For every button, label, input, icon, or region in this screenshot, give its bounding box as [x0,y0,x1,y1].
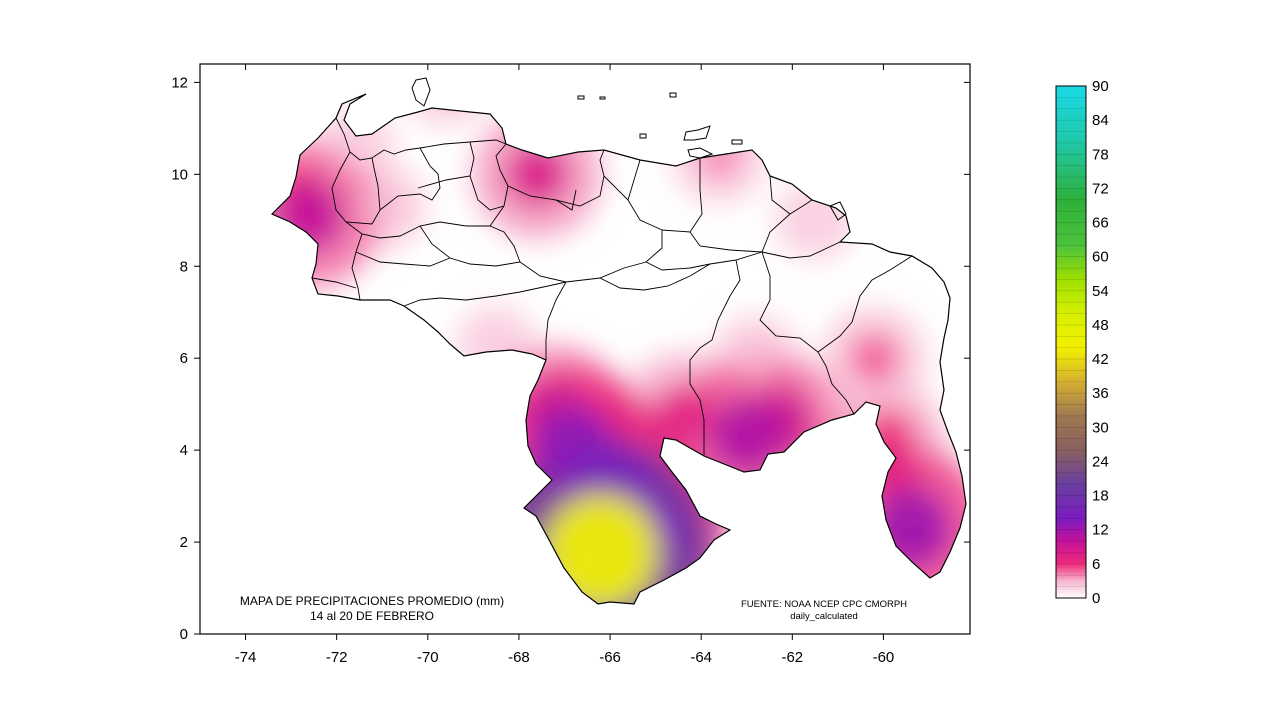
state-boundary-5 [507,149,605,207]
state-boundary-24 [311,277,357,289]
state-boundary-22 [817,255,913,353]
y-axis: 0 2 4 6 8 10 12 [171,74,970,643]
x-tick-label: -62 [781,649,803,666]
y-tick-label: 0 [180,626,188,643]
state-boundary-16 [761,241,841,259]
y-tick-label: 2 [180,534,188,551]
colorbar-label: 24 [1092,453,1109,470]
x-tick-label: -74 [235,649,257,666]
island-outline-1 [577,95,585,100]
state-boundary-12 [603,175,629,201]
colorbar-label: 12 [1092,522,1109,539]
colorbar-label: 72 [1092,180,1109,197]
colorbar-label: 54 [1092,283,1109,300]
state-boundary-18 [545,281,567,360]
country-outline [270,93,967,605]
state-boundary-8 [351,233,363,301]
x-tick-label: -60 [873,649,895,666]
state-boundary-14 [689,199,813,253]
colorbar-label: 84 [1092,112,1109,129]
state-boundary-1 [331,151,381,225]
state-boundary-20 [689,259,741,456]
state-boundary-17 [645,251,763,271]
x-tick-label: -72 [326,649,348,666]
rain-cell-3 [361,185,403,228]
rain-cell-16 [708,398,785,475]
rain-cell-10 [653,383,713,443]
rain-cell-7 [849,333,900,384]
island-outline-5 [683,125,711,141]
y-tick-label: 10 [171,166,188,183]
islands [411,77,847,221]
state-boundary-4 [469,143,509,211]
island-outline-4 [639,133,647,139]
state-boundary-15 [769,175,791,215]
rain-cell-12 [505,142,569,206]
colorbar-label: 60 [1092,249,1109,266]
rain-cell-5 [735,337,777,379]
island-outline-8 [829,201,847,221]
island-outline-2 [599,96,606,100]
rain-cell-0 [336,128,374,166]
y-tick-label: 12 [171,74,188,91]
x-tick-label: -70 [417,649,439,666]
x-tick-label: -64 [690,649,712,666]
state-boundary-13 [661,158,703,233]
state-boundary-23 [403,281,567,307]
island-outline-7 [687,147,714,159]
colorbar-gradient [1055,85,1087,599]
island-outline-3 [669,92,677,98]
state-boundary-10 [355,251,451,267]
data-source: FUENTE: NOAA NCEP CPC CMORPH [741,599,907,610]
colorbar-label: 48 [1092,317,1109,334]
state-boundary-19 [599,263,711,291]
island-outline-0 [411,77,431,107]
island-outline-6 [731,139,743,145]
state-boundary-21 [759,251,855,415]
map-title: MAPA DE PRECIPITACIONES PROMEDIO (mm) [240,594,504,608]
colorbar-label: 66 [1092,215,1109,232]
colorbar-label: 78 [1092,146,1109,163]
colorbar-label: 6 [1092,556,1100,573]
y-tick-label: 6 [180,350,188,367]
x-axis: -74 -72 -70 -68 -66 -64 -62 -60 [235,64,895,666]
colorbar-label: 90 [1092,78,1109,95]
state-boundary-2 [379,147,441,211]
x-tick-label: -66 [599,649,621,666]
rain-cell-1 [796,201,834,239]
state-boundaries [311,117,913,456]
colorbar-label: 36 [1092,385,1109,402]
state-boundary-6 [555,189,577,211]
colorbar-label: 0 [1092,590,1100,607]
y-tick-label: 8 [180,258,188,275]
colorbar-label: 30 [1092,419,1109,436]
colorbar-label: 42 [1092,351,1109,368]
y-tick-label: 4 [180,442,188,459]
state-boundary-9 [419,225,521,267]
x-tick-label: -68 [508,649,530,666]
colorbar-label: 18 [1092,488,1109,505]
data-source-detail: daily_calculated [790,611,858,622]
map-subtitle: 14 al 20 DE FEBRERO [310,609,434,623]
